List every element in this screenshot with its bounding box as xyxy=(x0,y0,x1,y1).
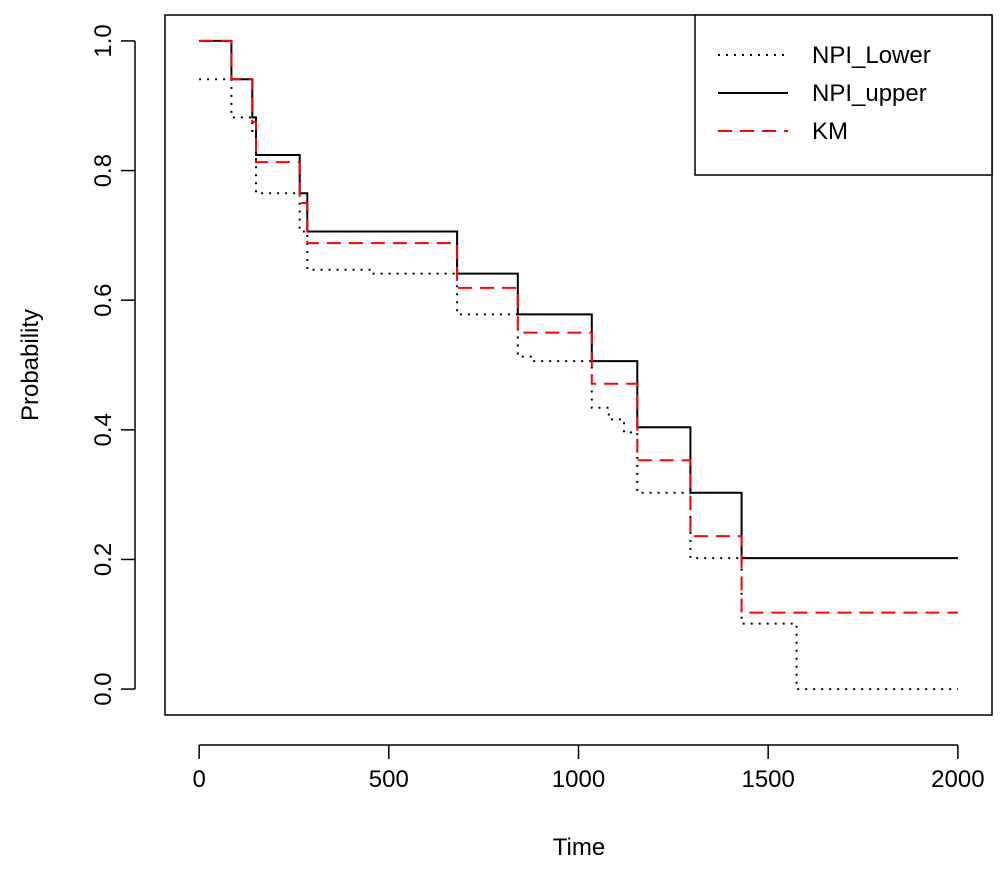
legend-label: NPI_upper xyxy=(812,80,927,107)
legend-label: NPI_Lower xyxy=(812,42,931,69)
y-tick-label: 0.2 xyxy=(90,543,117,576)
y-tick-label: 0.0 xyxy=(90,672,117,705)
x-tick-label: 1000 xyxy=(552,766,605,793)
x-tick-label: 0 xyxy=(192,766,205,793)
y-tick-label: 0.6 xyxy=(90,284,117,317)
plot-area xyxy=(199,39,958,691)
plot-frame xyxy=(164,14,993,716)
legend: NPI_Lower NPI_upper KM xyxy=(694,14,993,176)
legend-box xyxy=(694,14,993,176)
y-tick-label: 0.4 xyxy=(90,413,117,446)
y-tick-label: 1.0 xyxy=(90,24,117,57)
x-tick-label: 500 xyxy=(369,766,409,793)
legend-label: KM xyxy=(812,118,848,145)
x-tick-label: 1500 xyxy=(741,766,794,793)
x-axis-title: Time xyxy=(553,834,605,861)
y-tick-label: 0.8 xyxy=(90,154,117,187)
axes: 0 500 1000 1500 2000 0.0 0.2 0.4 0.6 0.8 1.0 xyxy=(90,24,985,793)
y-axis-title: Probability xyxy=(17,309,44,421)
x-tick-label: 2000 xyxy=(931,766,984,793)
